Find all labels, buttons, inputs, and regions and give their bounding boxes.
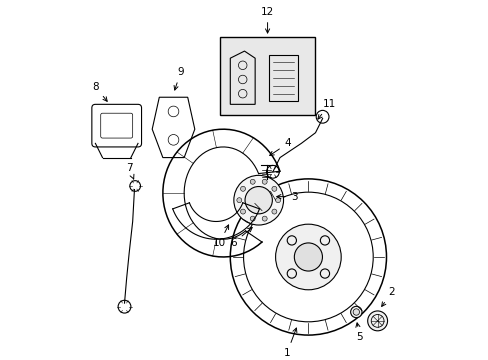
Circle shape [240, 186, 245, 191]
Circle shape [236, 198, 241, 203]
Text: 10: 10 [213, 225, 228, 248]
Circle shape [262, 216, 266, 221]
Circle shape [367, 311, 387, 331]
Text: 9: 9 [174, 67, 183, 90]
Circle shape [352, 309, 359, 315]
Text: 2: 2 [381, 288, 394, 306]
Text: 11: 11 [317, 99, 336, 119]
Circle shape [275, 224, 341, 290]
Text: 6: 6 [230, 228, 252, 248]
Circle shape [275, 198, 280, 203]
Text: 12: 12 [261, 7, 274, 33]
Circle shape [250, 179, 255, 184]
Circle shape [240, 209, 245, 214]
Text: 8: 8 [92, 82, 107, 101]
Bar [219, 37, 315, 115]
Circle shape [233, 175, 283, 225]
Text: 7: 7 [125, 163, 134, 179]
Circle shape [294, 243, 322, 271]
Circle shape [262, 179, 266, 184]
Circle shape [271, 186, 276, 191]
Text: 5: 5 [355, 323, 363, 342]
Circle shape [250, 216, 255, 221]
Circle shape [350, 306, 361, 318]
Text: 1: 1 [283, 328, 296, 358]
Circle shape [244, 186, 272, 214]
Text: 4: 4 [269, 138, 290, 156]
Circle shape [271, 209, 276, 214]
Text: 3: 3 [276, 192, 297, 202]
